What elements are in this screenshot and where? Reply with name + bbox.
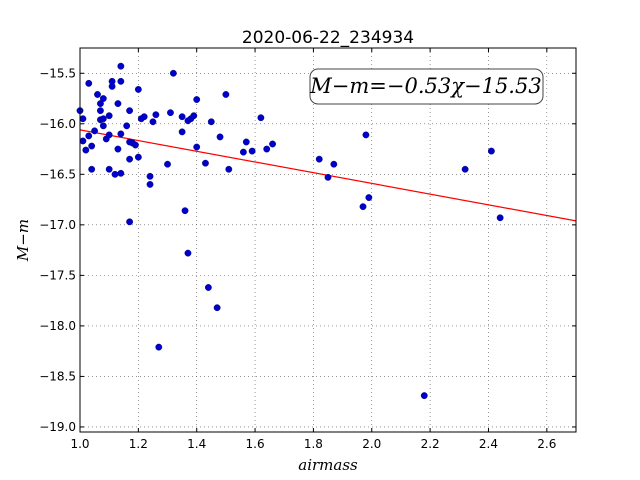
data-point [91,127,98,135]
y-tick-label: −15.5 [39,66,76,80]
data-point [117,169,125,177]
x-tick-label: 2.6 [537,437,556,451]
y-tick-label: −16.0 [39,117,76,131]
data-point [126,155,134,163]
data-point [123,122,131,130]
data-point [269,140,276,148]
axis-ticks: 1.0 1.2 1.4 1.6 1.8 2.0 2.2 2.4 2.6 −15.5 −16.0 −16… [39,48,576,451]
data-point [178,113,186,121]
fit-annotation: M−m=−0.53χ−15.53 [309,68,544,105]
data-point [99,95,107,102]
data-point [239,148,247,156]
data-point [114,145,122,153]
data-point [263,145,271,153]
y-axis-label: M−m [14,219,32,262]
data-point [193,96,201,103]
data-point [167,109,174,117]
data-point [126,107,134,115]
data-point [257,114,265,122]
data-point [216,133,224,141]
data-point [79,137,87,145]
data-point [496,214,504,222]
x-tick-label: 1.6 [246,437,265,451]
data-point [190,112,198,120]
y-tick-label: −17.5 [39,268,76,282]
data-point [164,160,171,168]
data-point [420,392,428,400]
data-point [152,111,160,119]
data-point [85,79,93,87]
data-point [204,284,212,291]
x-tick-label: 2.4 [479,437,498,451]
data-point [111,170,119,178]
y-tick-label: −16.5 [39,167,76,181]
x-tick-label: 2.2 [421,437,440,451]
data-point [99,115,107,123]
data-point [117,62,125,70]
data-point [487,147,495,155]
data-point [222,91,230,98]
y-tick-label: −17.0 [39,218,76,232]
plot-area [80,48,576,432]
data-point [362,131,370,139]
annotation-text: M−m=−0.53χ−15.53 [309,74,541,98]
data-point [117,77,125,85]
data-point [117,130,125,138]
data-point [213,304,221,312]
data-point [324,173,332,181]
data-point [85,132,93,140]
data-point [82,146,90,154]
data-point [184,249,192,257]
data-point [94,91,101,98]
y-tick-label: −19.0 [39,420,76,434]
data-point [114,100,122,107]
plot-frame [79,47,577,433]
data-point [207,118,215,126]
data-point [99,122,107,130]
data-point [359,203,367,211]
data-point [193,143,201,151]
data-point [248,147,256,155]
data-point [169,69,177,77]
annotation-box [309,68,544,105]
data-point [105,112,113,120]
x-tick-label: 1.8 [304,437,323,451]
y-tick-label: −18.5 [39,369,76,383]
data-point [105,131,113,139]
data-point [97,107,104,115]
data-point [330,160,338,168]
data-point [132,141,139,149]
data-point [126,218,134,226]
data-point [88,165,96,173]
data-point [146,172,154,180]
data-point [155,343,163,351]
data-point [149,118,157,126]
data-point [315,155,323,163]
data-point [461,165,469,173]
x-axis-label: airmass [298,456,358,474]
x-tick-label: 1.4 [187,437,206,451]
y-tick-label: −18.0 [39,319,76,333]
data-point [108,83,116,90]
x-tick-label: 1.2 [129,437,148,451]
data-point [105,165,113,173]
data-point [88,142,96,150]
data-point [134,153,142,161]
data-point [225,165,233,173]
x-tick-label: 2.0 [362,437,381,451]
data-point [134,86,142,93]
data-point [146,181,154,188]
data-point [242,138,250,146]
x-tick-label: 1.0 [70,437,89,451]
chart-title: 2020-06-22_234934 [242,28,414,48]
data-point [202,159,209,167]
data-point [178,128,186,136]
data-point [365,194,373,201]
data-point [140,113,148,121]
data-point [97,100,104,107]
data-point [79,115,87,123]
data-point [181,207,189,215]
